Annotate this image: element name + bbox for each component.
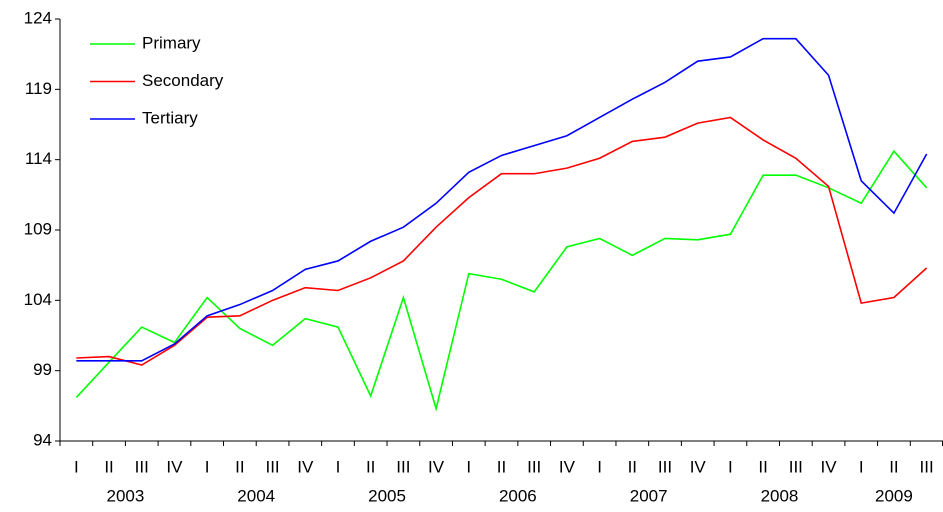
- x-tick-label: III: [265, 457, 279, 476]
- x-tick-label: II: [758, 457, 767, 476]
- x-tick-label: I: [336, 457, 341, 476]
- x-tick-label: IV: [297, 457, 314, 476]
- x-tick-label: I: [728, 457, 733, 476]
- x-tick-label: IV: [166, 457, 183, 476]
- x-tick-label: III: [396, 457, 410, 476]
- x-tick-label: IV: [559, 457, 576, 476]
- x-tick-label: I: [205, 457, 210, 476]
- year-label: 2008: [761, 486, 799, 505]
- x-tick-label: II: [366, 457, 375, 476]
- x-tick-label: III: [658, 457, 672, 476]
- x-tick-label: I: [859, 457, 864, 476]
- series-line: [76, 116, 928, 366]
- x-tick-label: II: [628, 457, 637, 476]
- year-label: 2004: [237, 486, 275, 505]
- y-tick-label: 124: [24, 8, 52, 27]
- x-tick-label: IV: [428, 457, 445, 476]
- series-line: [76, 37, 928, 362]
- year-label: 2009: [875, 486, 913, 505]
- x-tick-label: II: [889, 457, 898, 476]
- y-tick-label: 94: [33, 430, 52, 449]
- x-tick-label: IV: [821, 457, 838, 476]
- x-tick-label: I: [597, 457, 602, 476]
- x-tick-label: III: [135, 457, 149, 476]
- year-label: 2003: [106, 486, 144, 505]
- y-tick-label: 119: [25, 79, 52, 98]
- x-tick-label: II: [497, 457, 506, 476]
- legend-label: Tertiary: [142, 108, 198, 127]
- year-label: 2006: [499, 486, 537, 505]
- y-tick-label: 99: [33, 360, 52, 379]
- y-tick-label: 109: [24, 219, 52, 238]
- year-label: 2007: [630, 486, 668, 505]
- series-line: [75, 149, 928, 412]
- legend-label: Primary: [142, 33, 201, 52]
- x-tick-label: IV: [690, 457, 707, 476]
- y-tick-label: 104: [24, 290, 52, 309]
- x-tick-label: II: [235, 457, 244, 476]
- year-label: 2005: [368, 486, 406, 505]
- x-tick-label: II: [104, 457, 113, 476]
- x-tick-label: III: [920, 457, 934, 476]
- x-tick-label: I: [466, 457, 471, 476]
- x-tick-label: III: [789, 457, 803, 476]
- legend-label: Secondary: [142, 71, 224, 90]
- x-tick-label: I: [74, 457, 79, 476]
- y-tick-label: 114: [25, 149, 52, 168]
- x-tick-label: III: [527, 457, 541, 476]
